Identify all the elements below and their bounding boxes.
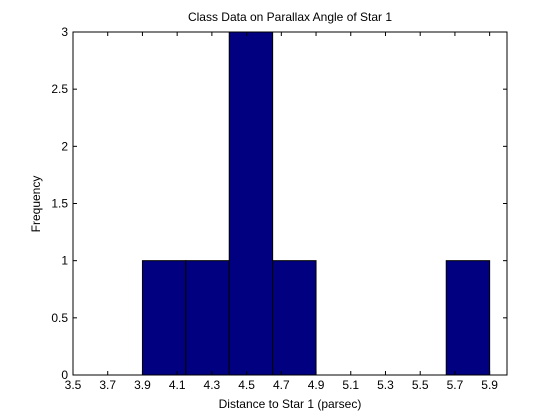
x-tick-label-9: 5.1: [342, 378, 359, 392]
y-tick-label-3: 1: [61, 254, 68, 268]
x-tick-label-13: 5.9: [481, 378, 498, 392]
y-tick-label-6: 2.5: [51, 82, 68, 96]
chart-title: Class Data on Parallax Angle of Star 1: [188, 10, 392, 24]
y-tick-label-5: 2: [61, 139, 68, 153]
x-tick-label-11: 5.5: [412, 378, 429, 392]
histogram-bar-3: [228, 31, 274, 376]
x-tick-label-3: 3.9: [134, 378, 151, 392]
x-axis-ticks: 3.5 3.7 3.9 4.1 4.3 4.5 4.7 4.9 5.1 5.3 5.5 5.7 5.9: [65, 32, 498, 392]
histogram-bar-2: [185, 260, 230, 376]
y-tick-label-1: 0: [61, 368, 68, 382]
y-tick-label-2: 0.5: [51, 311, 68, 325]
x-tick-label-2: 3.7: [99, 378, 116, 392]
x-tick-label-12: 5.7: [447, 378, 464, 392]
x-tick-label-6: 4.5: [238, 378, 255, 392]
x-tick-label-1: 3.5: [65, 378, 82, 392]
histogram-bar-1: [141, 260, 187, 376]
histogram-bar-4: [272, 260, 317, 376]
x-tick-label-8: 4.9: [308, 378, 325, 392]
x-tick-label-7: 4.7: [273, 378, 290, 392]
bars-layer: [141, 31, 491, 376]
x-tick-label-4: 4.1: [169, 378, 186, 392]
y-tick-label-4: 1.5: [51, 197, 68, 211]
x-tick-label-5: 4.3: [204, 378, 221, 392]
x-tick-label-10: 5.3: [377, 378, 394, 392]
histogram-bar-5: [445, 260, 491, 376]
y-axis-ticks: 0 0.5 1 1.5 2 2.5 3: [51, 25, 507, 382]
y-axis-label: Frequency: [29, 176, 43, 233]
y-tick-label-7: 3: [61, 25, 68, 39]
x-axis-label: Distance to Star 1 (parsec): [219, 397, 362, 411]
